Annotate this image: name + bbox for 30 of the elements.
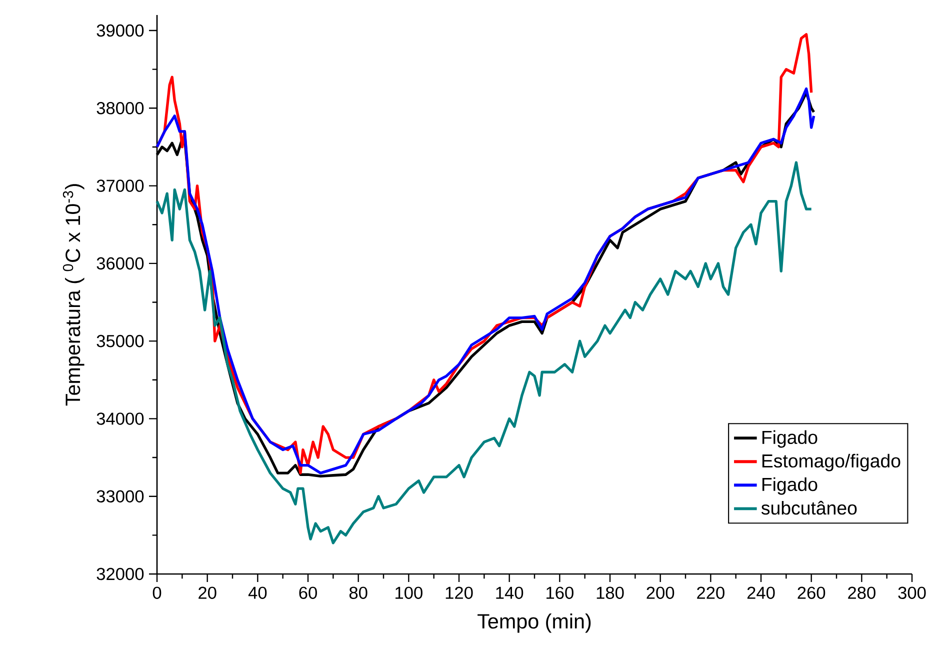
x-tick-label: 300 bbox=[898, 586, 926, 599]
x-tick-label: 100 bbox=[396, 586, 422, 599]
x-tick-label: 240 bbox=[747, 586, 775, 599]
legend-label: subcutâneo bbox=[761, 500, 857, 515]
x-axis-title: Tempo (min) bbox=[478, 613, 591, 633]
x-tick-label: 160 bbox=[546, 586, 574, 599]
x-tick-label: 40 bbox=[248, 586, 267, 599]
x-tick-label: 120 bbox=[446, 586, 473, 599]
legend-label: Figado bbox=[762, 477, 818, 495]
legend-label: Estomago/figado bbox=[762, 454, 900, 472]
y-tick-label: 35000 bbox=[96, 334, 144, 348]
x-tick-label: 20 bbox=[198, 586, 216, 599]
x-tick-label: 280 bbox=[848, 586, 876, 599]
x-tick-label: 180 bbox=[596, 586, 624, 599]
x-tick-label: 0 bbox=[152, 586, 162, 599]
x-tick-label: 220 bbox=[697, 586, 724, 599]
y-axis-title: Temperatura ( $^{0}$C x 10$^{-3}$) bbox=[62, 184, 84, 406]
legend-label: Figado bbox=[762, 430, 818, 448]
x-tick-label: 60 bbox=[299, 586, 317, 599]
y-tick-label: 33000 bbox=[96, 490, 144, 502]
x-tick-label: 200 bbox=[646, 586, 674, 599]
x-tick-label: 80 bbox=[349, 586, 368, 599]
x-tick-label: 140 bbox=[496, 586, 524, 599]
y-tick-label: 39000 bbox=[96, 24, 144, 37]
y-tick-label: 32000 bbox=[96, 568, 144, 580]
y-tick-label: 34000 bbox=[96, 412, 144, 425]
x-tick-label: 260 bbox=[798, 586, 826, 599]
y-tick-label: 38000 bbox=[96, 102, 144, 114]
y-tick-label: 37000 bbox=[96, 180, 144, 192]
y-tick-label: 36000 bbox=[96, 257, 144, 270]
